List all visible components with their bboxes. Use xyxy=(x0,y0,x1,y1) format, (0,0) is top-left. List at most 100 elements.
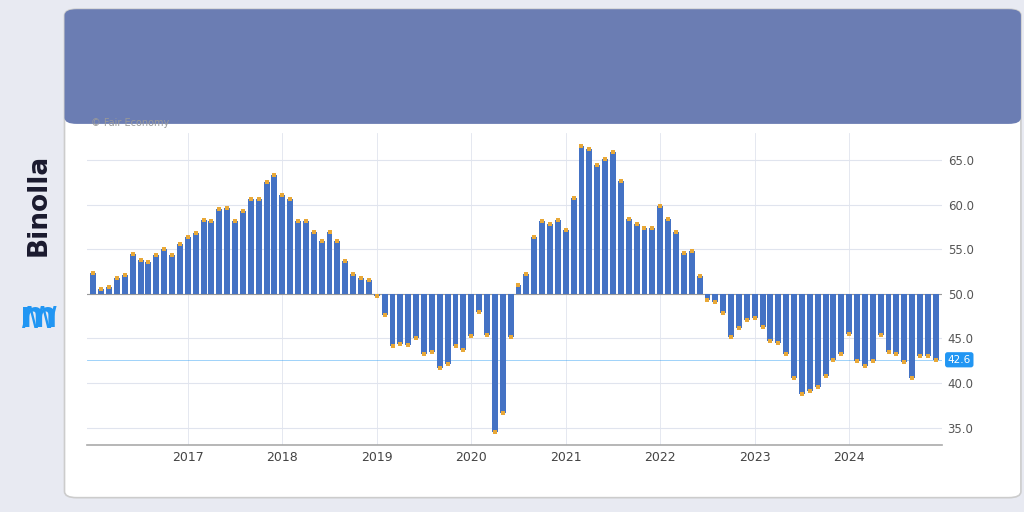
Bar xyxy=(240,211,246,294)
Bar xyxy=(681,253,687,294)
Bar xyxy=(909,294,915,378)
Bar xyxy=(280,195,286,294)
Bar xyxy=(540,221,545,294)
Bar xyxy=(122,275,128,294)
Bar xyxy=(389,294,395,347)
Bar xyxy=(303,222,309,294)
Bar xyxy=(743,294,750,319)
Bar xyxy=(295,221,301,294)
Bar xyxy=(114,278,120,294)
Bar xyxy=(634,224,640,294)
Bar xyxy=(886,294,892,352)
Bar xyxy=(807,294,813,391)
Bar xyxy=(397,294,403,344)
Bar xyxy=(145,262,152,294)
Bar xyxy=(649,228,655,294)
Bar xyxy=(414,294,419,338)
Bar xyxy=(429,294,435,352)
Bar xyxy=(201,220,207,294)
Bar xyxy=(563,230,568,294)
Bar xyxy=(570,198,577,294)
Bar xyxy=(531,237,538,294)
Bar xyxy=(594,165,600,294)
Bar xyxy=(287,199,293,294)
Bar xyxy=(901,294,907,361)
Bar xyxy=(768,294,773,341)
Bar xyxy=(799,294,805,394)
Bar xyxy=(216,209,222,294)
Bar xyxy=(854,294,860,360)
Bar xyxy=(382,294,388,315)
Bar xyxy=(500,294,506,413)
Bar xyxy=(878,294,884,335)
Text: ꟿ: ꟿ xyxy=(20,306,57,334)
Bar xyxy=(689,251,694,294)
Bar xyxy=(311,232,316,294)
Bar xyxy=(461,294,466,350)
Bar xyxy=(830,294,837,360)
Bar xyxy=(366,281,372,294)
Bar xyxy=(925,294,931,356)
Bar xyxy=(130,253,135,294)
Bar xyxy=(161,249,167,294)
Bar xyxy=(492,294,498,432)
Bar xyxy=(918,294,923,356)
Bar xyxy=(657,206,664,294)
Bar xyxy=(626,219,632,294)
Text: 42.6: 42.6 xyxy=(947,355,971,365)
Bar xyxy=(846,294,852,334)
Bar xyxy=(224,208,230,294)
Bar xyxy=(350,274,356,294)
Bar xyxy=(169,255,175,294)
Bar xyxy=(610,152,615,294)
Bar xyxy=(547,224,553,294)
Bar xyxy=(815,294,820,387)
Bar xyxy=(728,294,734,337)
FancyBboxPatch shape xyxy=(65,9,1021,124)
Bar xyxy=(248,199,254,294)
Text: m: m xyxy=(20,301,57,334)
Bar xyxy=(177,244,183,294)
FancyBboxPatch shape xyxy=(65,9,1021,498)
Bar xyxy=(444,294,451,364)
Bar xyxy=(515,285,521,294)
Bar xyxy=(154,255,160,294)
Bar xyxy=(508,294,514,336)
Bar xyxy=(783,294,790,354)
Bar xyxy=(193,233,199,294)
Bar xyxy=(90,273,96,294)
Bar xyxy=(894,294,899,354)
Bar xyxy=(705,294,711,300)
Bar xyxy=(696,276,702,294)
Bar xyxy=(673,232,679,294)
Bar xyxy=(77,67,1009,118)
Bar xyxy=(713,294,718,302)
Bar xyxy=(869,294,876,360)
Bar xyxy=(271,175,278,294)
Bar xyxy=(933,294,939,360)
Bar xyxy=(555,220,561,294)
Bar xyxy=(98,289,104,294)
Bar xyxy=(587,149,592,294)
Bar xyxy=(641,228,647,294)
Bar xyxy=(335,241,340,294)
Bar xyxy=(666,219,671,294)
Bar xyxy=(106,288,112,294)
Bar xyxy=(752,294,758,318)
Text: Binolla: Binolla xyxy=(26,154,52,256)
Bar xyxy=(437,294,442,368)
Bar xyxy=(736,294,742,328)
Bar xyxy=(862,294,868,366)
Bar xyxy=(406,294,412,345)
Bar xyxy=(421,294,427,354)
Bar xyxy=(256,199,261,294)
Bar xyxy=(453,294,459,347)
Bar xyxy=(484,294,489,335)
Bar xyxy=(839,294,844,353)
Bar xyxy=(232,222,238,294)
Bar xyxy=(209,221,214,294)
Bar xyxy=(342,261,348,294)
Bar xyxy=(185,237,190,294)
Bar xyxy=(579,145,585,294)
Bar xyxy=(617,181,624,294)
